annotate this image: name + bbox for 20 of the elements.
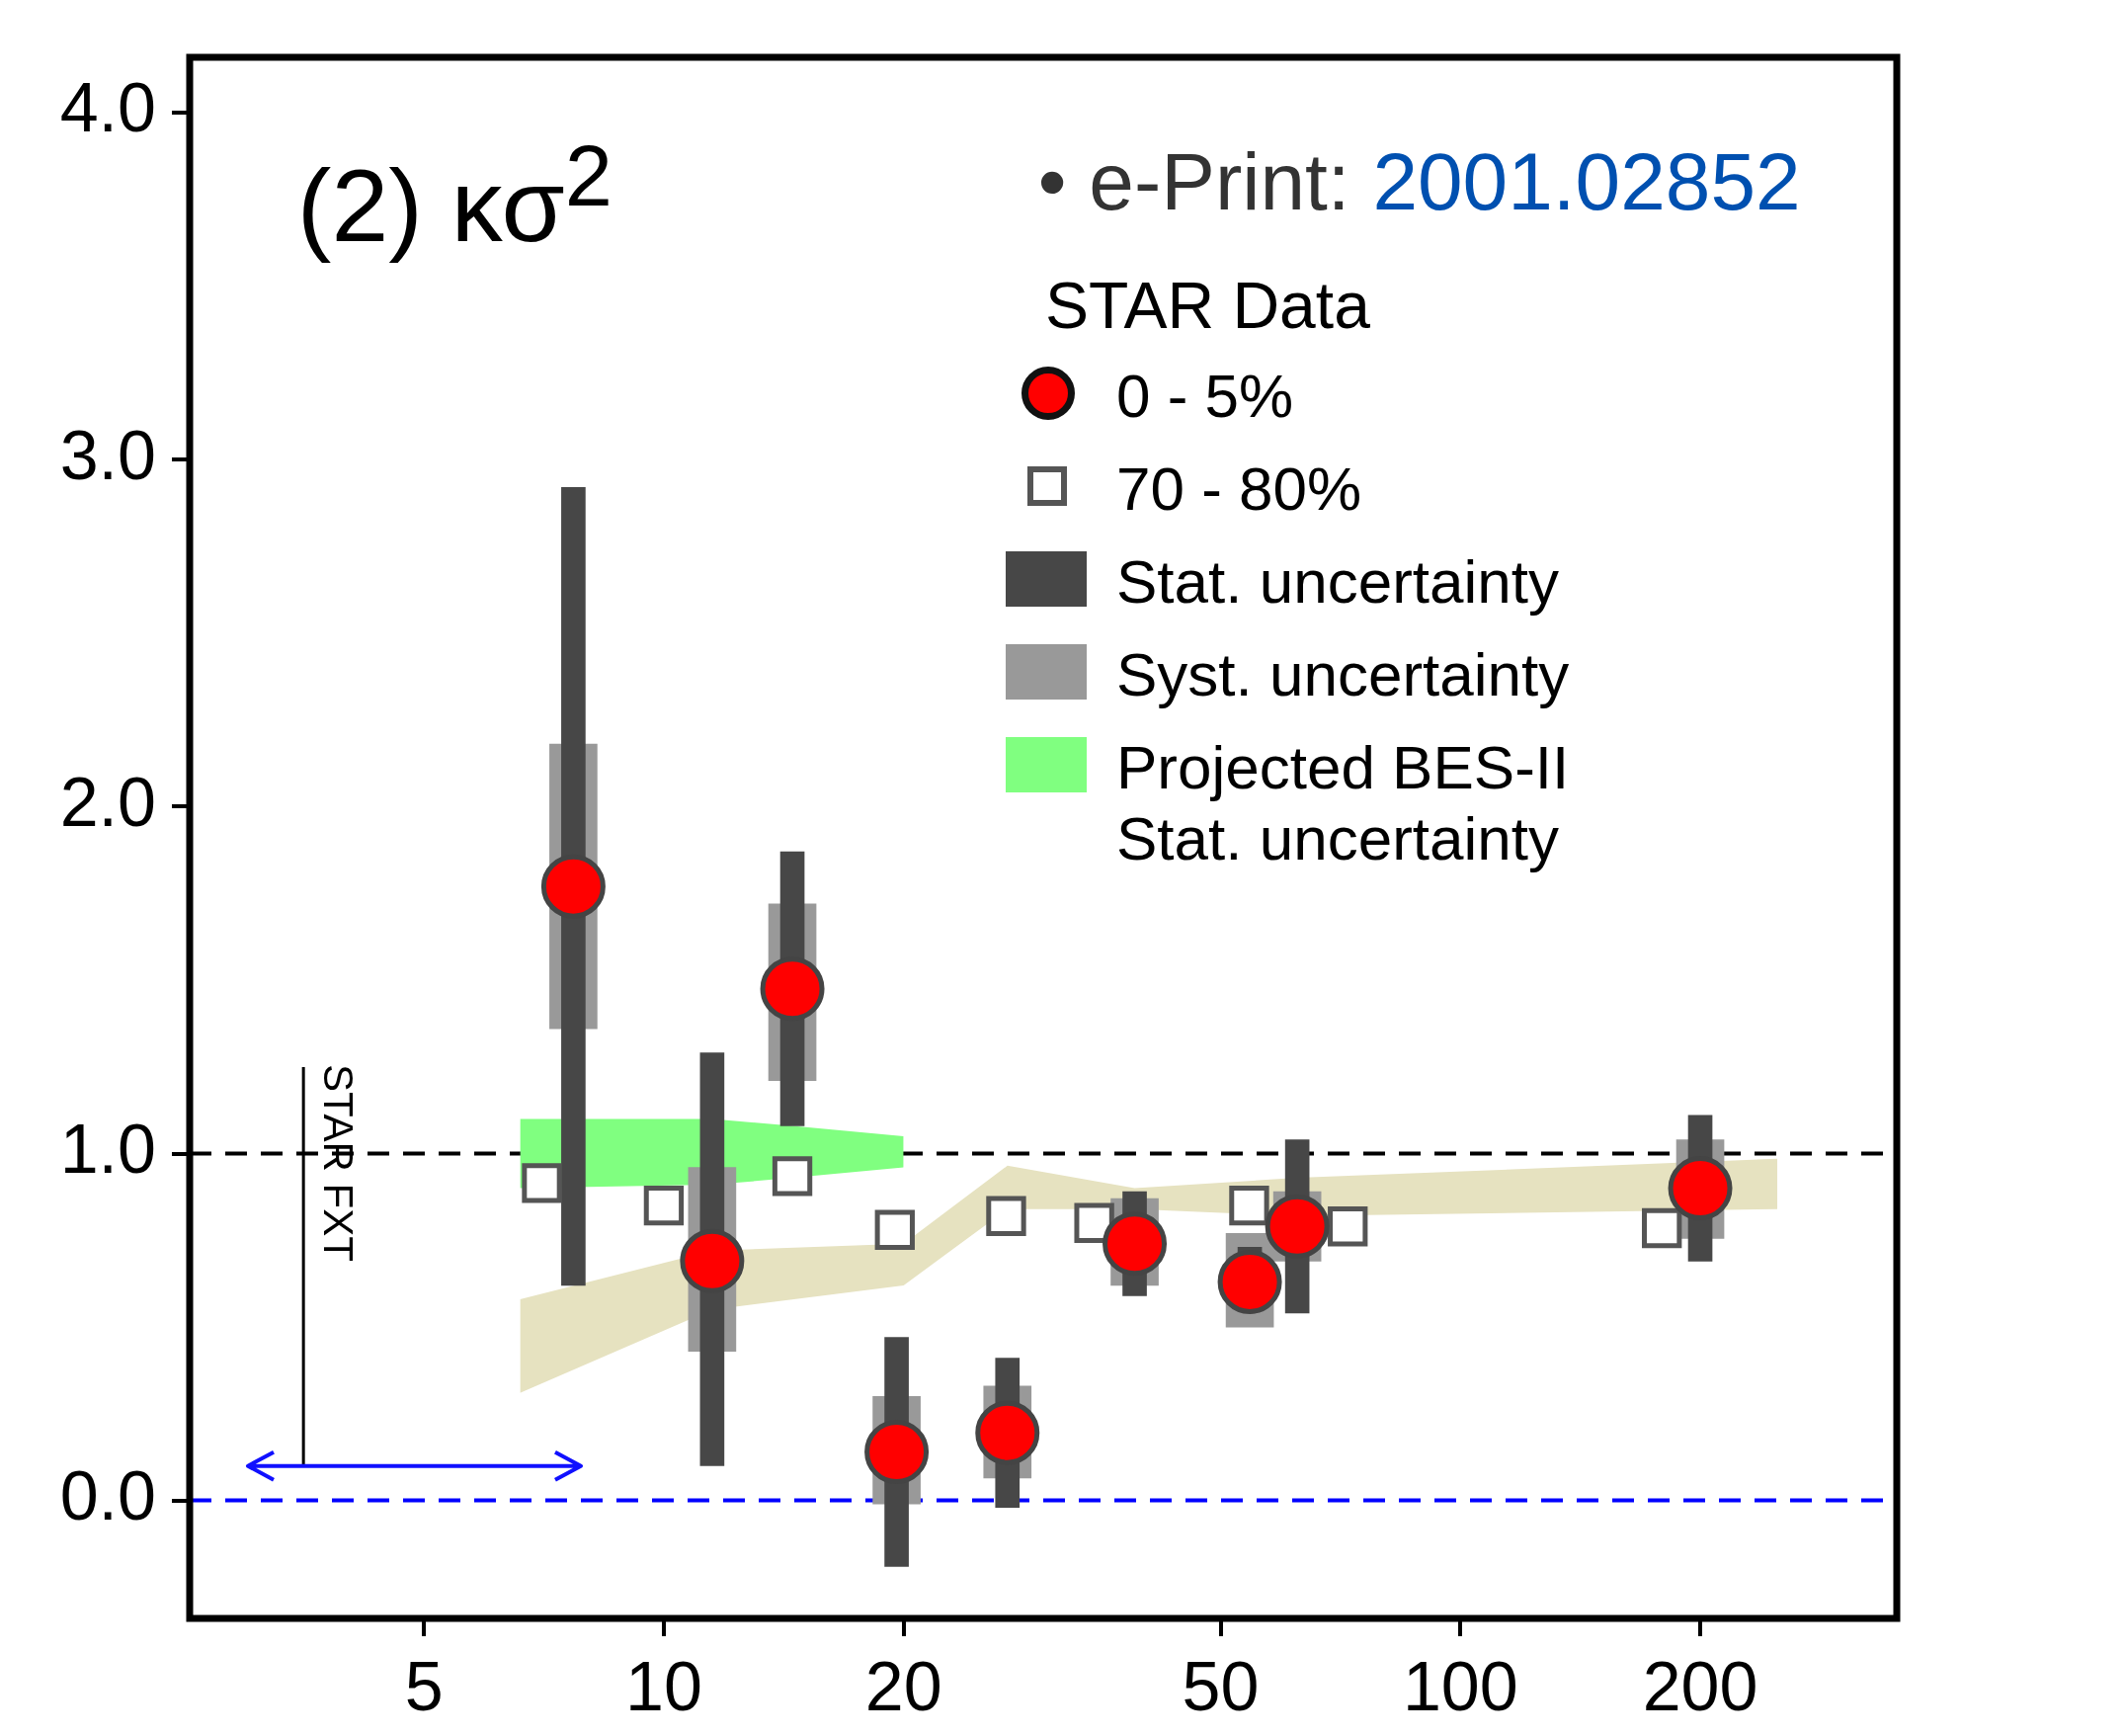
legend-label: Stat. uncertainty <box>1115 546 1559 619</box>
y-tick-label: 4.0 <box>59 69 156 147</box>
y-tick-label: 0.0 <box>59 1456 156 1534</box>
x-tick-label: 5 <box>404 1648 444 1726</box>
y-tick-label: 1.0 <box>59 1110 156 1188</box>
x-tick-label: 10 <box>624 1648 702 1726</box>
legend-label: 70 - 80% <box>1115 454 1362 526</box>
legend-label: Projected BES-II Stat. uncertainty <box>1115 732 1571 875</box>
y-tick-label: 2.0 <box>59 763 156 841</box>
x-tick-label: 50 <box>1182 1648 1260 1726</box>
x-tick-label: 200 <box>1642 1648 1758 1726</box>
legend-label: 0 - 5% <box>1115 361 1294 433</box>
x-tick-label: 20 <box>864 1648 942 1726</box>
legend-title: STAR Data <box>1044 268 1371 344</box>
x-tick-label: 100 <box>1402 1648 1518 1726</box>
annotation: • e-Print: 2001.02852 <box>1037 136 1801 226</box>
legend-label: Syst. uncertainty <box>1115 639 1570 711</box>
y-tick-label: 3.0 <box>59 416 156 494</box>
text: (2) κσ$^{2}$ <box>296 127 613 265</box>
annotation: STAR FXT <box>314 1064 363 1262</box>
